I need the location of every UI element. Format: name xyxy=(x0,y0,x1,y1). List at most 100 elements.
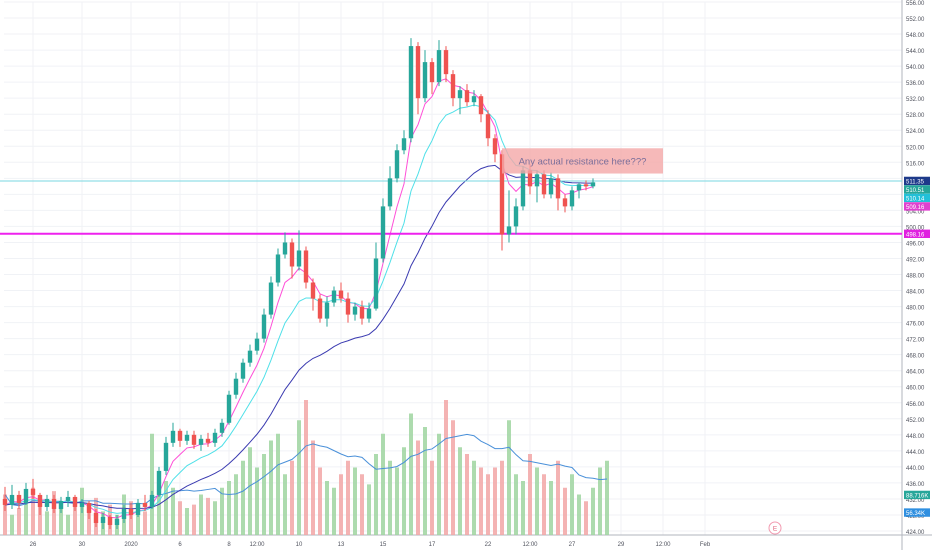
x-tick-label: 15 xyxy=(380,542,387,548)
price-labels: 511.35 510.51 510.14 509.16 498.16 88.716K 56.… xyxy=(904,176,930,517)
candle xyxy=(548,172,554,199)
price-label-box xyxy=(904,185,930,194)
candle xyxy=(198,434,204,451)
candle-body xyxy=(506,226,512,235)
candle-body xyxy=(303,250,309,283)
candle-body xyxy=(436,50,442,83)
price-label-text: 509.16 xyxy=(906,205,925,211)
candle-body xyxy=(324,302,330,319)
candle-body xyxy=(254,338,260,351)
candle-body xyxy=(114,518,120,525)
y-tick-label: 496.00 xyxy=(906,241,925,247)
y-tick-label: 532.00 xyxy=(906,97,925,103)
candle xyxy=(163,436,169,475)
candle-body xyxy=(317,298,323,319)
candle xyxy=(37,492,43,515)
volume-bar xyxy=(311,440,315,535)
candles xyxy=(2,38,596,529)
volume-bar xyxy=(213,501,217,535)
y-tick-label: 488.00 xyxy=(906,274,925,280)
y-tick-label: 552.00 xyxy=(906,17,925,23)
x-tick-label: 27 xyxy=(569,542,576,548)
volume-bar xyxy=(206,497,210,535)
volume-bar xyxy=(199,494,203,535)
volume-bar xyxy=(262,454,266,535)
x-tick-label: 12:00 xyxy=(655,542,671,548)
candle xyxy=(450,70,456,107)
candle xyxy=(415,42,421,115)
volume-bar xyxy=(577,494,581,535)
volume-bar xyxy=(451,420,455,535)
price-label: 511.35 xyxy=(904,176,930,185)
candle xyxy=(254,332,260,355)
candle-body xyxy=(198,438,204,445)
volume-bar xyxy=(346,460,350,535)
x-tick-label: 30 xyxy=(79,542,86,548)
volume-bar xyxy=(150,433,154,535)
volume-bar xyxy=(38,504,42,535)
candle-body xyxy=(450,74,456,99)
candle xyxy=(513,198,519,235)
moving-average-ma_mid xyxy=(4,104,594,514)
event-marker: E xyxy=(768,521,782,535)
candle-body xyxy=(590,182,596,187)
candle xyxy=(100,512,106,529)
volume-bar xyxy=(423,427,427,535)
candle xyxy=(184,430,190,445)
candle xyxy=(331,286,337,307)
volume-bar xyxy=(325,481,329,535)
candle xyxy=(324,296,330,327)
candle xyxy=(464,84,470,107)
volume-bar xyxy=(360,474,364,535)
volume-bar xyxy=(339,474,343,535)
y-tick-label: 556.00 xyxy=(906,1,925,7)
candle xyxy=(23,482,29,505)
volume-bar xyxy=(3,494,7,535)
candle xyxy=(51,494,57,513)
volume-bar xyxy=(164,481,168,535)
volume-bar xyxy=(395,467,399,535)
candle xyxy=(380,198,386,263)
candle-body xyxy=(219,422,225,433)
candle xyxy=(191,430,197,449)
candle xyxy=(9,484,15,509)
candle-body xyxy=(429,62,435,83)
volume-bar xyxy=(493,467,497,535)
candle xyxy=(121,504,127,523)
volume-bar xyxy=(353,467,357,535)
candle xyxy=(457,86,463,115)
y-tick-label: 528.00 xyxy=(906,113,925,119)
x-tick-label: Feb xyxy=(700,542,711,548)
candle xyxy=(72,494,78,511)
volume-label: 88.716K xyxy=(904,490,930,500)
volume-bar xyxy=(66,514,70,535)
candle-body xyxy=(44,498,50,507)
x-tick-label: 2020 xyxy=(124,542,138,548)
candle-body xyxy=(51,498,57,509)
candle-body xyxy=(527,170,533,187)
candle-body xyxy=(30,488,36,495)
candle-body xyxy=(240,362,246,379)
y-tick-label: 484.00 xyxy=(906,290,925,296)
candle xyxy=(569,186,575,211)
candle-body xyxy=(548,178,554,195)
candle-body xyxy=(359,306,365,319)
volume-bar xyxy=(409,413,413,535)
volume-bar xyxy=(136,508,140,535)
price-label-box xyxy=(904,229,930,238)
candle-body xyxy=(37,494,43,507)
candle-body xyxy=(205,438,211,443)
volume-bar xyxy=(185,508,189,535)
volume-label-box xyxy=(904,490,930,500)
price-label-box xyxy=(904,193,930,203)
candle xyxy=(282,232,288,259)
candle xyxy=(170,422,176,447)
volume-bar xyxy=(283,474,287,535)
candle xyxy=(30,478,36,499)
y-tick-label: 428.00 xyxy=(906,514,925,520)
candle xyxy=(555,174,561,211)
volume-bar xyxy=(570,474,574,535)
annotation-text: Any actual resistance here??? xyxy=(519,156,647,167)
volume-bar xyxy=(402,447,406,535)
